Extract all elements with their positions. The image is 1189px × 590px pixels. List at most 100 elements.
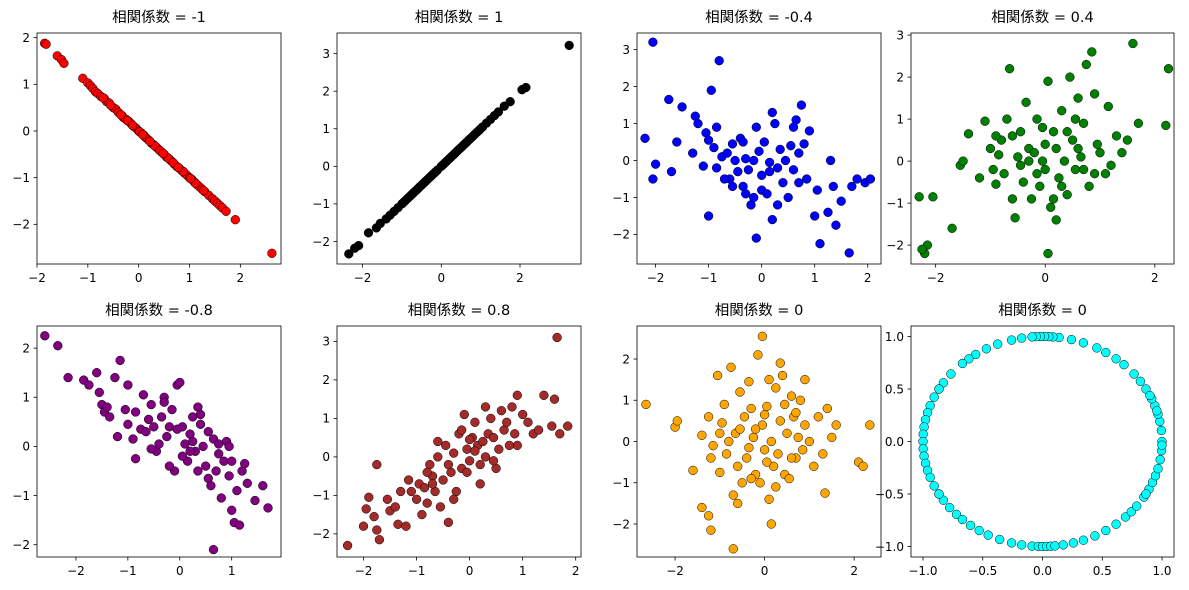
scatter-point	[782, 428, 792, 438]
scatter-point	[726, 362, 736, 372]
scatter-point	[496, 406, 507, 416]
scatter-point	[458, 141, 468, 151]
scatter-point	[852, 174, 862, 184]
scatter-point	[480, 402, 491, 412]
scatter-point	[741, 154, 751, 164]
scatter-point	[714, 56, 724, 66]
scatter-point	[1017, 333, 1027, 343]
scatter-point	[369, 511, 379, 522]
scatter-point	[1059, 156, 1070, 166]
scatter-point	[1043, 76, 1053, 86]
scatter-point	[751, 122, 761, 132]
scatter-point	[697, 430, 707, 440]
scatter-point	[138, 130, 148, 140]
subplot-5: 相関係数 = -0.8 −2 −1 0 1 −2 −1 0 1 2	[12, 302, 282, 578]
scatter-point	[493, 107, 504, 117]
scatter-point	[1043, 248, 1053, 259]
scatter-point	[214, 439, 224, 449]
scatter-point	[130, 407, 141, 417]
scatter-point	[208, 544, 219, 555]
scatter-point	[1163, 64, 1174, 74]
axes-frame	[336, 325, 582, 558]
x-tick-label: 0	[758, 271, 766, 285]
y-tick-label: 0	[622, 435, 630, 449]
scatter-point	[1078, 338, 1089, 348]
scatter-point	[224, 441, 234, 452]
scatter-point	[195, 419, 206, 429]
scatter-point	[123, 380, 133, 390]
scatter-points	[342, 332, 573, 551]
scatter-point	[1048, 194, 1059, 204]
scatter-point	[419, 483, 430, 493]
scatter-point	[744, 377, 754, 387]
scatter-point	[804, 126, 815, 136]
y-tick-label: 1	[22, 391, 30, 405]
x-tick-label: −1	[408, 564, 426, 578]
scatter-point	[815, 239, 825, 249]
scatter-point	[1111, 131, 1122, 141]
scatter-point	[799, 139, 809, 149]
scatter-point	[728, 544, 738, 554]
y-tick-label: 2	[322, 85, 330, 99]
scatter-point	[521, 82, 531, 93]
scatter-point	[232, 485, 242, 496]
scatter-point	[116, 110, 126, 120]
scatter-point	[1078, 164, 1089, 175]
scatter-point	[1106, 160, 1116, 170]
scatter-point	[1062, 127, 1072, 137]
x-tick-label: 0	[761, 564, 769, 578]
scatter-point	[488, 432, 499, 443]
scatter-point	[755, 478, 765, 488]
scatter-point	[711, 163, 722, 173]
scatter-point	[224, 471, 234, 481]
scatter-point	[1068, 538, 1079, 548]
scatter-point	[1057, 181, 1067, 191]
scatter-point	[827, 432, 837, 443]
scatter-point	[141, 427, 151, 437]
scatter-point	[739, 412, 750, 422]
scatter-point	[173, 162, 183, 173]
scatter-point	[1087, 47, 1097, 57]
scatter-point	[188, 412, 198, 422]
x-tick-label: 1.0	[1152, 564, 1171, 578]
scatter-point	[773, 449, 783, 459]
scatter-point	[798, 445, 808, 455]
y-tick-label: 2	[22, 31, 30, 45]
y-tick-label: −2	[886, 238, 904, 252]
scatter-point	[162, 431, 172, 442]
scatter-point	[451, 486, 461, 497]
scatter-point	[934, 489, 944, 499]
scatter-point	[777, 370, 788, 381]
scatter-point	[175, 377, 185, 388]
subplot-3: 相関係数 = -0.4 −2 −1 0 1 2 −2 −1 0 1 2 3	[612, 9, 882, 285]
y-tick-label: −2	[312, 235, 330, 249]
scatter-point	[164, 461, 175, 471]
scatter-point	[185, 446, 195, 456]
y-tick-label: 1	[22, 78, 30, 92]
scatter-point	[786, 453, 797, 463]
scatter-point	[810, 211, 820, 221]
scatter-point	[422, 467, 432, 477]
subplot-1: 相関係数 = -1 −2 −1 0 1 2 −2 −1 0 1 2	[12, 9, 282, 285]
scatter-point	[757, 170, 767, 180]
scatter-point	[230, 215, 240, 225]
scatter-point	[697, 502, 707, 513]
chart-title: 相関係数 = -0.4	[705, 9, 813, 26]
scatter-point	[980, 116, 990, 126]
x-tick-label: −2	[67, 564, 85, 578]
scatter-point	[221, 206, 231, 216]
scatter-point	[156, 412, 167, 422]
scatter-point	[1007, 194, 1018, 204]
scatter-point	[1037, 122, 1048, 133]
axes-frame	[910, 325, 1175, 558]
subplot-4: 相関係数 = 0.4 −2 0 2 −2 −1 0 1 2 3	[886, 9, 1175, 285]
scatter-point	[364, 492, 374, 502]
y-tick-label: 3	[322, 47, 330, 61]
scatter-point	[1018, 177, 1028, 187]
subplot-8: 相関係数 = 0 −1.0 −0.5 0.0 0.5 1.0 −1.0 −0.5 0.0 0.5 1…	[875, 302, 1175, 578]
scatter-point	[219, 456, 229, 466]
scatter-point	[735, 424, 745, 434]
scatter-point	[746, 473, 756, 484]
scatter-point	[715, 428, 725, 438]
y-tick-label: −1	[12, 171, 30, 185]
